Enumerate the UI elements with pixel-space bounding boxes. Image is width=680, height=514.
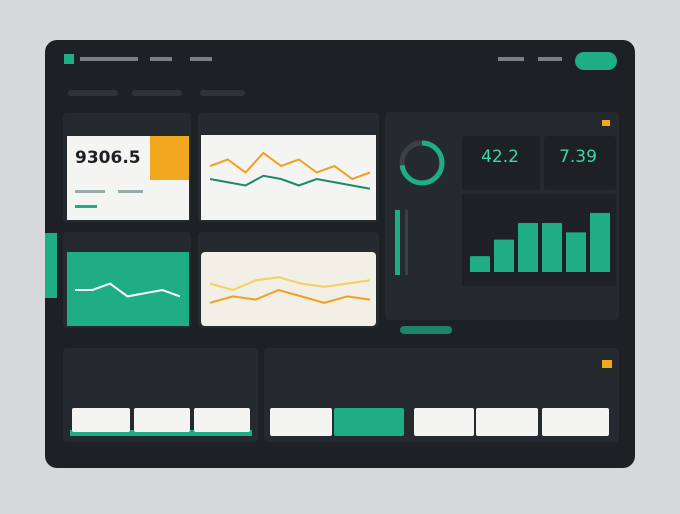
nav-item[interactable] bbox=[498, 57, 524, 61]
line bbox=[209, 288, 371, 304]
item[interactable] bbox=[72, 408, 130, 432]
stat-value: 7.39 bbox=[559, 147, 597, 167]
bar bbox=[470, 256, 490, 272]
side-tab bbox=[45, 233, 57, 298]
line bbox=[209, 151, 371, 181]
icon bbox=[602, 360, 612, 368]
bar bbox=[542, 223, 562, 272]
item[interactable] bbox=[476, 408, 538, 436]
logo bbox=[64, 54, 74, 64]
nav-item[interactable] bbox=[190, 57, 212, 61]
chart-card bbox=[201, 135, 376, 220]
icon bbox=[602, 120, 610, 126]
donut-arc bbox=[399, 140, 445, 186]
line bbox=[75, 282, 181, 298]
slider[interactable] bbox=[405, 210, 408, 275]
stat-card bbox=[544, 136, 616, 190]
item[interactable] bbox=[414, 408, 474, 436]
kpi-accent bbox=[150, 136, 189, 180]
bar bbox=[590, 212, 610, 272]
item[interactable] bbox=[134, 408, 190, 432]
placeholder bbox=[118, 190, 143, 193]
nav-item[interactable] bbox=[538, 57, 562, 61]
item[interactable] bbox=[270, 408, 332, 436]
strip bbox=[70, 430, 252, 436]
line bbox=[209, 276, 371, 292]
item[interactable] bbox=[542, 408, 609, 436]
line bbox=[209, 174, 371, 190]
header-button[interactable] bbox=[575, 52, 617, 70]
item[interactable] bbox=[194, 408, 250, 432]
kpi-value: 9306.5 bbox=[75, 148, 141, 168]
nav-item[interactable] bbox=[150, 57, 172, 61]
bar bbox=[494, 239, 514, 272]
filter[interactable] bbox=[132, 90, 182, 96]
bar bbox=[566, 232, 586, 272]
filter[interactable] bbox=[200, 90, 245, 96]
slider[interactable] bbox=[395, 210, 400, 275]
chart-card bbox=[201, 252, 376, 326]
placeholder bbox=[75, 190, 105, 193]
filter[interactable] bbox=[68, 90, 118, 96]
stat-card bbox=[462, 136, 540, 190]
placeholder bbox=[75, 205, 97, 208]
stat-value: 42.2 bbox=[481, 147, 519, 167]
bar bbox=[518, 223, 538, 272]
item[interactable] bbox=[334, 408, 404, 436]
nav-item[interactable] bbox=[80, 57, 138, 61]
pill[interactable] bbox=[400, 326, 452, 334]
